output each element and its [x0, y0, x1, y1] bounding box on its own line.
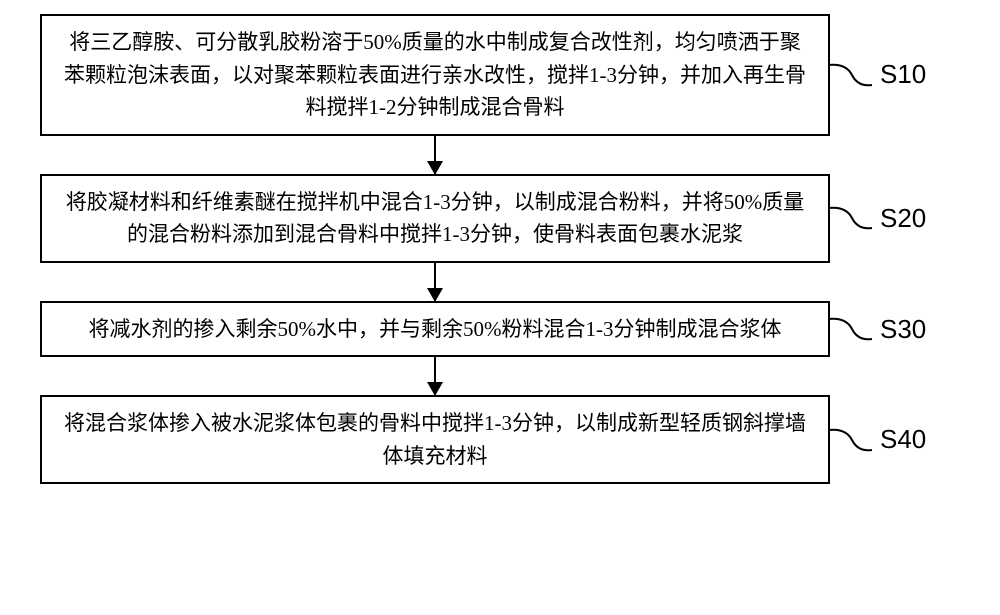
flowchart: 将三乙醇胺、可分散乳胶粉溶于50%质量的水中制成复合改性剂，均匀喷洒于聚苯颗粒泡… [40, 14, 960, 484]
flow-step-box-s40: 将混合浆体掺入被水泥浆体包裹的骨料中搅拌1-3分钟，以制成新型轻质钢斜撑墙体填充… [40, 395, 830, 484]
arrow-wrap [40, 263, 830, 301]
label-wrap: S30 [830, 309, 960, 349]
label-wrap: S10 [830, 55, 960, 95]
flow-step-text: 将混合浆体掺入被水泥浆体包裹的骨料中搅拌1-3分钟，以制成新型轻质钢斜撑墙体填充… [60, 407, 810, 472]
connector-curve-icon [828, 198, 872, 238]
down-arrow-icon [434, 357, 436, 395]
flow-step-box-s20: 将胶凝材料和纤维素醚在搅拌机中混合1-3分钟，以制成混合粉料，并将50%质量的混… [40, 174, 830, 263]
connector-curve-icon [828, 55, 872, 95]
flow-step-text: 将三乙醇胺、可分散乳胶粉溶于50%质量的水中制成复合改性剂，均匀喷洒于聚苯颗粒泡… [60, 26, 810, 124]
down-arrow-icon [434, 263, 436, 301]
down-arrow-icon [434, 136, 436, 174]
flow-step-label: S20 [880, 203, 926, 234]
flow-step-box-s10: 将三乙醇胺、可分散乳胶粉溶于50%质量的水中制成复合改性剂，均匀喷洒于聚苯颗粒泡… [40, 14, 830, 136]
flow-step-label: S40 [880, 424, 926, 455]
arrow-wrap [40, 136, 830, 174]
connector-curve-icon [828, 420, 872, 460]
flow-step-label: S10 [880, 59, 926, 90]
flow-step-box-s30: 将减水剂的掺入剩余50%水中，并与剩余50%粉料混合1-3分钟制成混合浆体 [40, 301, 830, 358]
flow-step-row: 将三乙醇胺、可分散乳胶粉溶于50%质量的水中制成复合改性剂，均匀喷洒于聚苯颗粒泡… [40, 14, 960, 136]
connector-curve-icon [828, 309, 872, 349]
flow-step-text: 将胶凝材料和纤维素醚在搅拌机中混合1-3分钟，以制成混合粉料，并将50%质量的混… [60, 186, 810, 251]
flow-step-row: 将胶凝材料和纤维素醚在搅拌机中混合1-3分钟，以制成混合粉料，并将50%质量的混… [40, 174, 960, 263]
flow-step-row: 将混合浆体掺入被水泥浆体包裹的骨料中搅拌1-3分钟，以制成新型轻质钢斜撑墙体填充… [40, 395, 960, 484]
flow-step-row: 将减水剂的掺入剩余50%水中，并与剩余50%粉料混合1-3分钟制成混合浆体 S3… [40, 301, 960, 358]
arrow-wrap [40, 357, 830, 395]
label-wrap: S40 [830, 420, 960, 460]
flow-step-label: S30 [880, 314, 926, 345]
flow-step-text: 将减水剂的掺入剩余50%水中，并与剩余50%粉料混合1-3分钟制成混合浆体 [89, 313, 782, 346]
label-wrap: S20 [830, 198, 960, 238]
